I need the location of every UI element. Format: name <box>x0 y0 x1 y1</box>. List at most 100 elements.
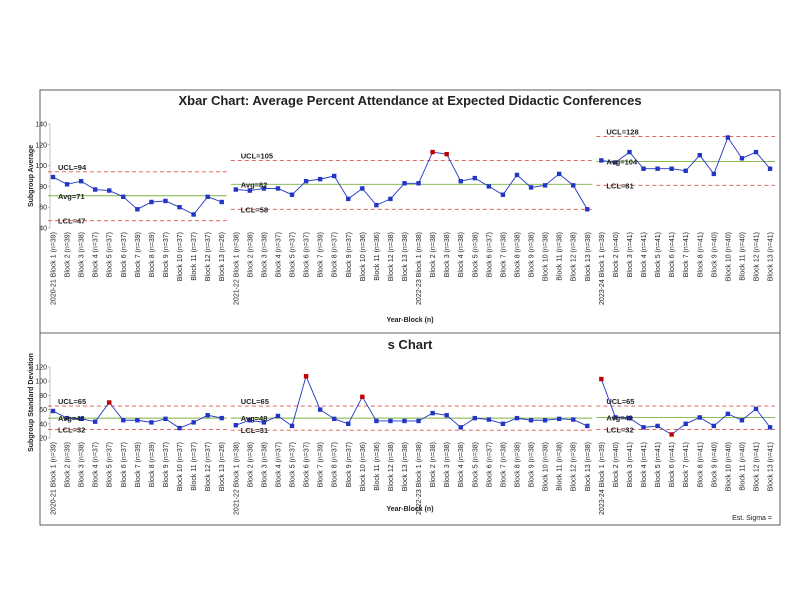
x-tick-label: 2021-22 Block 1 (n=38) <box>233 232 240 305</box>
data-point <box>135 418 140 423</box>
data-point <box>402 418 407 424</box>
x-tick-label: Block 5 (n=37) <box>290 442 297 487</box>
x-tick-label: Block 2 (n=40) <box>613 442 620 487</box>
data-point <box>711 171 717 177</box>
data-point <box>64 182 70 187</box>
y-tick-label: 120 <box>35 142 47 149</box>
x-tick-label: Block 13 (n=26) <box>219 442 226 491</box>
lcl-label: LCL=32 <box>58 425 85 434</box>
data-point <box>191 212 196 217</box>
data-point <box>683 421 688 426</box>
data-point <box>528 185 534 190</box>
data-point <box>585 423 590 429</box>
data-point <box>556 416 562 422</box>
x-tick-label: Block 12 (n=38) <box>388 442 395 491</box>
data-point <box>416 418 421 424</box>
data-point <box>500 421 506 426</box>
x-tick-label: Block 2 (n=38) <box>430 232 437 277</box>
avg-label: Avg=49 <box>606 413 633 422</box>
ucl-label: UCL=94 <box>58 163 87 172</box>
x-tick-label: Block 10 (n=40) <box>725 442 732 491</box>
data-point <box>599 376 604 382</box>
x-tick-label: Block 11 (n=40) <box>739 442 746 491</box>
x-tick-label: 2023-24 Block 1 (n=39) <box>599 232 606 305</box>
data-point <box>697 415 702 420</box>
data-point <box>219 415 224 421</box>
data-point <box>247 418 253 423</box>
x-tick-label: Block 10 (n=36) <box>360 442 367 491</box>
data-point <box>261 420 267 425</box>
data-point <box>500 192 506 197</box>
x-tick-label: Block 12 (n=38) <box>571 442 578 491</box>
data-point <box>317 407 323 412</box>
data-point <box>402 181 407 186</box>
x-tick-label: Block 8 (n=38) <box>514 442 521 487</box>
frame <box>39 89 781 526</box>
footer: Est. Sigma = <box>732 515 772 522</box>
data-point <box>332 416 337 422</box>
x-tick-label: Block 7 (n=41) <box>683 442 690 487</box>
avg-label: Avg=104 <box>606 157 638 166</box>
x-tick-label: Block 6 (n=41) <box>669 442 676 487</box>
data-point <box>107 400 112 405</box>
x-tick-label: Block 7 (n=38) <box>500 442 507 487</box>
avg-label: Avg=82 <box>241 180 268 189</box>
x-tick-label: Block 3 (n=38) <box>444 232 451 277</box>
data-point <box>261 186 267 191</box>
y-tick-label: 80 <box>39 184 47 191</box>
data-point <box>486 184 492 189</box>
y-tick-label: 40 <box>39 226 47 233</box>
x-tick-label: Block 4 (n=41) <box>641 232 648 277</box>
x-tick-label: Block 10 (n=40) <box>725 232 732 281</box>
y-tick-label: 60 <box>39 205 47 212</box>
x-tick-label: Block 4 (n=38) <box>458 442 465 487</box>
data-point <box>163 198 168 204</box>
x-tick-label: Block 4 (n=41) <box>641 442 648 487</box>
data-point <box>275 413 281 419</box>
data-point <box>753 149 759 155</box>
data-point <box>374 418 379 424</box>
data-point <box>528 418 534 423</box>
data-point <box>289 423 295 429</box>
x-tick-label: Block 8 (n=39) <box>149 442 156 487</box>
data-point <box>135 207 140 212</box>
x-tick-label: Block 4 (n=37) <box>93 442 100 487</box>
data-point <box>317 176 323 182</box>
x-tick-label: Block 5 (n=41) <box>655 442 662 487</box>
data-point <box>177 205 182 210</box>
x-tick-label: Block 12 (n=38) <box>388 232 395 281</box>
x-tick-label: Block 3 (n=38) <box>261 232 268 277</box>
data-point <box>107 188 112 193</box>
x-tick-label: Block 8 (n=41) <box>697 442 704 487</box>
data-point <box>641 166 646 171</box>
data-point <box>78 179 84 184</box>
x-tick-label: Block 8 (n=37) <box>332 442 339 487</box>
lcl-label: LCL=32 <box>606 425 633 434</box>
data-point <box>542 183 548 188</box>
data-point <box>458 179 463 184</box>
data-point <box>275 186 281 191</box>
data-point <box>669 166 674 171</box>
x-tick-label: Block 9 (n=40) <box>711 442 718 487</box>
chart-title: s Chart <box>388 337 433 352</box>
series-line <box>235 374 588 428</box>
data-point <box>50 174 56 180</box>
data-point <box>149 199 154 205</box>
data-point <box>542 418 548 423</box>
data-point <box>472 175 477 181</box>
data-point <box>444 151 449 157</box>
data-point <box>767 166 773 171</box>
data-point <box>669 432 674 437</box>
x-tick-label: Block 9 (n=38) <box>529 232 536 277</box>
lcl-label: LCL=58 <box>241 205 268 214</box>
x-tick-label: Block 3 (n=41) <box>627 442 634 487</box>
data-point <box>655 423 660 429</box>
data-point <box>289 192 295 197</box>
x-tick-label: Block 12 (n=37) <box>205 232 212 281</box>
x-tick-label: Block 10 (n=38) <box>543 232 550 281</box>
data-point <box>753 406 759 412</box>
data-point <box>360 394 365 400</box>
x-tick-label: Block 9 (n=37) <box>163 232 170 277</box>
x-tick-label: Block 6 (n=37) <box>304 442 311 487</box>
lcl-label: LCL=47 <box>58 217 85 226</box>
